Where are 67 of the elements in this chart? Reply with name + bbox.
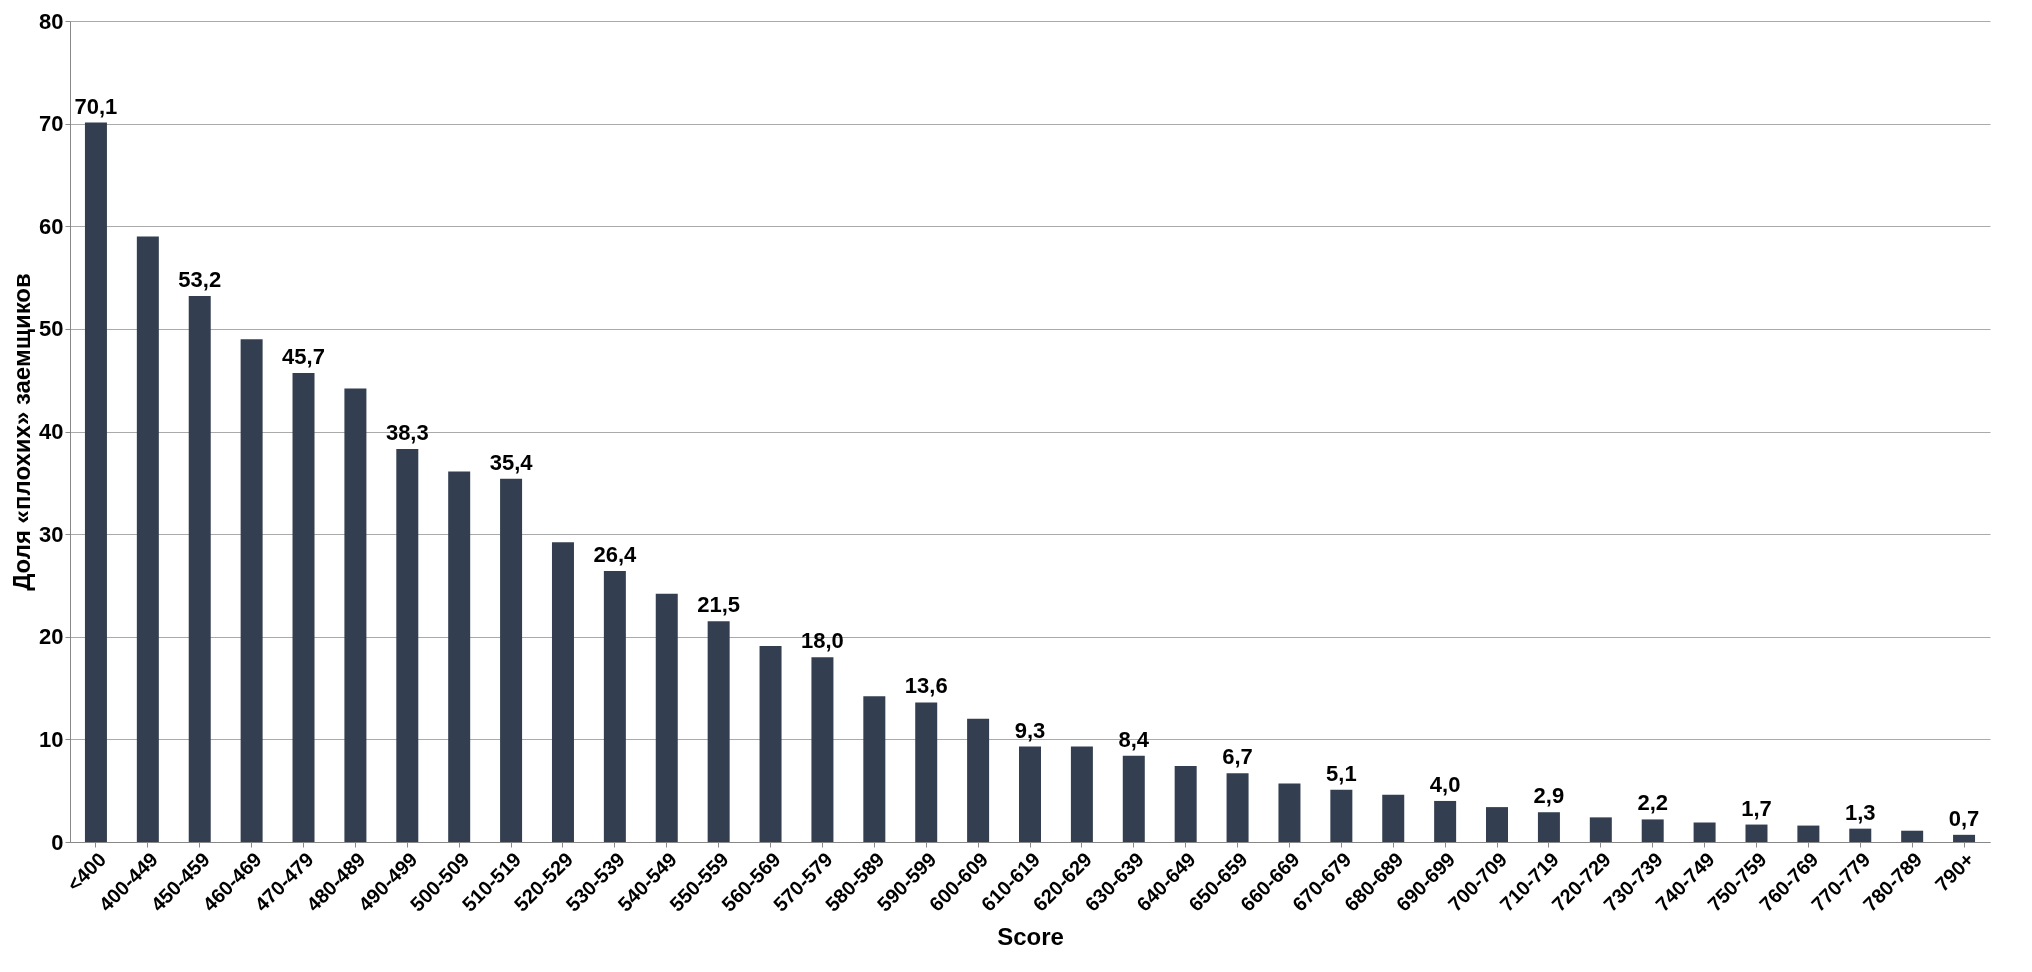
data-label: 18,0 — [801, 628, 844, 654]
data-label: 26,4 — [593, 542, 638, 568]
bar — [1019, 746, 1041, 842]
bar — [1849, 828, 1872, 842]
bar — [603, 571, 626, 842]
bar — [1382, 794, 1405, 842]
data-label: 5,1 — [1326, 760, 1357, 786]
bar — [967, 718, 990, 842]
bar — [1226, 773, 1249, 842]
bar — [811, 657, 834, 842]
bar — [344, 388, 367, 842]
bar — [551, 542, 574, 842]
data-label: 4,0 — [1429, 771, 1461, 797]
bar — [1070, 746, 1093, 842]
bar — [500, 478, 523, 842]
y-tick-label: 0 — [51, 829, 64, 855]
bar — [1901, 830, 1924, 842]
y-tick-label: 60 — [39, 213, 64, 239]
data-label: 1,3 — [1844, 799, 1876, 825]
data-label: 8,4 — [1118, 726, 1150, 752]
y-tick-label: 30 — [39, 521, 64, 547]
data-label: 2,2 — [1637, 790, 1668, 816]
bar — [1745, 824, 1768, 842]
data-label: 53,2 — [178, 267, 222, 293]
data-label: 70,1 — [74, 93, 118, 119]
bar — [292, 373, 315, 842]
bar — [1797, 825, 1820, 842]
y-tick-label: 20 — [39, 624, 64, 650]
bar — [1122, 755, 1145, 842]
bar — [1434, 800, 1457, 842]
data-label: 35,4 — [489, 449, 534, 475]
bar — [136, 236, 159, 842]
bar — [1174, 766, 1197, 842]
bar — [1537, 812, 1560, 842]
y-axis-title: Доля «плохих» заемщиков — [8, 273, 36, 591]
bar — [915, 702, 938, 842]
data-label: 38,3 — [385, 419, 429, 445]
bar — [240, 339, 263, 842]
y-tick-label: 40 — [39, 419, 64, 444]
bar — [188, 296, 211, 842]
bar — [655, 593, 678, 842]
y-tick-label: 10 — [39, 726, 64, 752]
bar — [1278, 783, 1301, 842]
bar — [1589, 817, 1612, 842]
data-label: 21,5 — [697, 592, 741, 618]
bar — [1693, 822, 1716, 842]
bar — [707, 621, 730, 842]
bar — [1486, 807, 1509, 842]
x-axis-title: Score — [997, 922, 1064, 950]
y-tick-label: 50 — [39, 316, 64, 342]
bar — [1641, 819, 1664, 842]
bar — [1953, 834, 1976, 842]
y-tick-label: 70 — [39, 111, 64, 137]
data-label: 0,7 — [1948, 805, 1980, 831]
bar — [448, 471, 471, 842]
bar — [1330, 789, 1353, 842]
data-label: 45,7 — [282, 344, 325, 369]
bar — [396, 448, 419, 842]
bar — [84, 122, 107, 842]
data-label: 9,3 — [1014, 717, 1046, 743]
data-label: 13,6 — [904, 673, 948, 699]
bar — [759, 645, 782, 842]
bar — [863, 696, 886, 842]
data-label: 6,7 — [1222, 744, 1253, 770]
y-tick-label: 80 — [39, 8, 64, 34]
data-label: 1,7 — [1741, 795, 1772, 821]
data-label: 2,9 — [1533, 783, 1565, 809]
